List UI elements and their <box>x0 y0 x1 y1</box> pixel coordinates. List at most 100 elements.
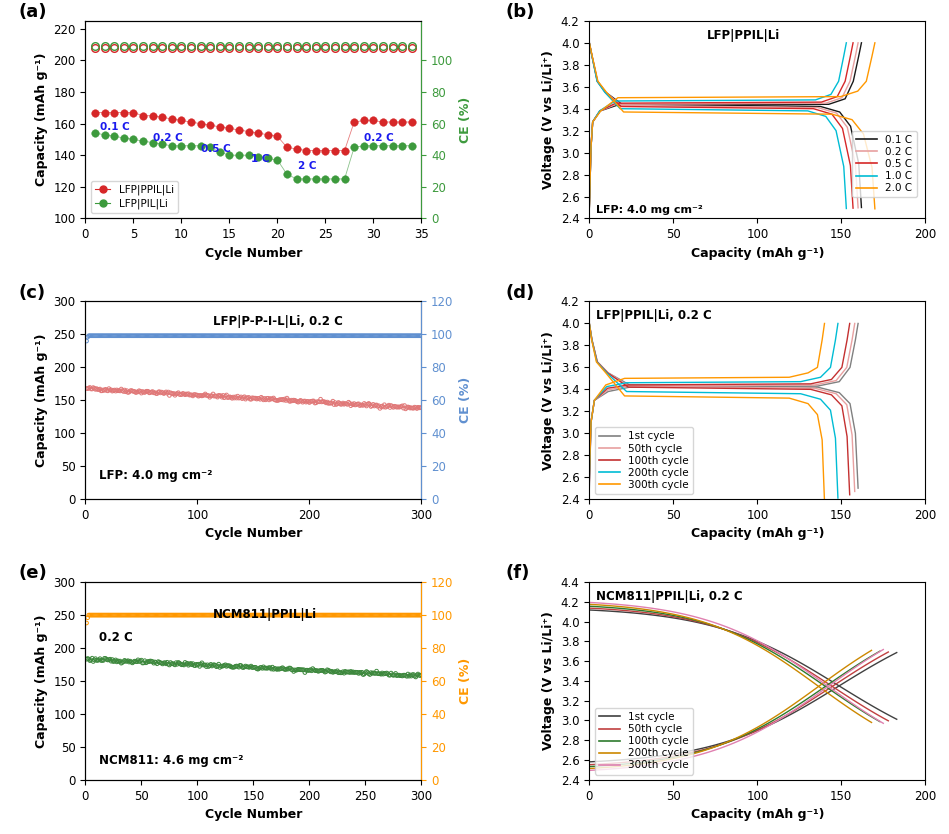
Point <box>197 329 213 343</box>
Point <box>192 389 207 402</box>
Point <box>230 609 245 622</box>
Point <box>234 392 250 405</box>
Point <box>341 395 356 409</box>
Point <box>128 329 143 343</box>
Point <box>99 653 114 666</box>
Point <box>144 609 159 622</box>
Point <box>207 609 222 622</box>
Point <box>266 329 281 343</box>
Point <box>363 398 378 411</box>
Point <box>339 329 354 343</box>
Point <box>140 609 155 622</box>
Point <box>94 384 109 398</box>
Point <box>344 666 360 679</box>
Point <box>251 662 266 676</box>
Point <box>122 329 138 343</box>
Point <box>260 661 275 675</box>
Point <box>210 659 225 672</box>
Point <box>198 660 214 673</box>
Point <box>264 392 279 405</box>
Point <box>381 668 397 681</box>
Point <box>198 389 214 402</box>
Point <box>121 386 136 399</box>
Point <box>307 663 322 676</box>
Point <box>102 384 118 397</box>
Point <box>177 609 193 622</box>
Point <box>250 609 265 622</box>
Point <box>167 609 182 622</box>
Point <box>387 668 402 681</box>
Point <box>214 609 229 622</box>
Point <box>214 609 230 622</box>
Point <box>203 609 218 622</box>
Point <box>291 329 307 343</box>
Point <box>383 329 399 343</box>
Point <box>169 609 184 622</box>
Point <box>263 392 278 405</box>
Point <box>358 666 373 680</box>
Point <box>309 664 325 677</box>
Point <box>388 399 403 413</box>
Point <box>118 655 133 668</box>
Point <box>282 609 297 622</box>
Point <box>245 609 260 622</box>
Point <box>377 329 392 343</box>
Point <box>174 329 189 343</box>
Point <box>389 400 404 414</box>
Point <box>90 654 105 667</box>
Point <box>281 329 296 343</box>
Point <box>239 391 254 404</box>
Point <box>289 609 305 622</box>
Point <box>114 656 129 670</box>
Point <box>297 394 312 408</box>
Point <box>240 391 255 404</box>
Point <box>356 399 371 412</box>
Point <box>159 387 175 400</box>
Point <box>110 329 125 343</box>
Point <box>319 329 334 343</box>
Point <box>360 329 375 343</box>
Point <box>225 329 240 343</box>
Point <box>252 661 268 675</box>
Legend: 0.1 C, 0.2 C, 0.5 C, 1.0 C, 2.0 C: 0.1 C, 0.2 C, 0.5 C, 1.0 C, 2.0 C <box>852 131 917 198</box>
Point <box>169 329 184 343</box>
Point <box>321 329 336 343</box>
Point <box>121 385 137 399</box>
Point <box>157 609 172 622</box>
Point <box>358 609 373 622</box>
Point <box>165 329 180 343</box>
Point <box>194 329 209 343</box>
Point <box>84 609 100 622</box>
Point <box>294 394 309 408</box>
Point <box>273 609 288 622</box>
Y-axis label: Voltage (V vs Li/Li⁺): Voltage (V vs Li/Li⁺) <box>542 50 555 189</box>
Point <box>363 666 379 680</box>
Point <box>284 394 299 407</box>
Point <box>158 609 174 622</box>
Point <box>198 609 214 622</box>
Point <box>322 329 337 343</box>
Point <box>208 609 223 622</box>
Point <box>318 609 333 622</box>
Point <box>286 609 301 622</box>
Point <box>203 329 218 343</box>
Point <box>84 609 99 622</box>
Point <box>237 329 252 343</box>
Point <box>107 329 122 343</box>
Point <box>263 329 278 343</box>
Point <box>84 382 99 395</box>
Point <box>252 329 268 343</box>
Point <box>121 654 136 667</box>
Point <box>158 385 174 399</box>
Point <box>169 387 184 400</box>
Point <box>358 398 373 411</box>
Point <box>250 392 265 405</box>
Point <box>320 663 335 676</box>
Point <box>233 390 249 404</box>
Point <box>407 400 422 414</box>
Point <box>334 329 349 343</box>
Point <box>398 329 413 343</box>
Point <box>384 399 400 413</box>
Point <box>382 401 398 414</box>
Point <box>358 329 373 343</box>
